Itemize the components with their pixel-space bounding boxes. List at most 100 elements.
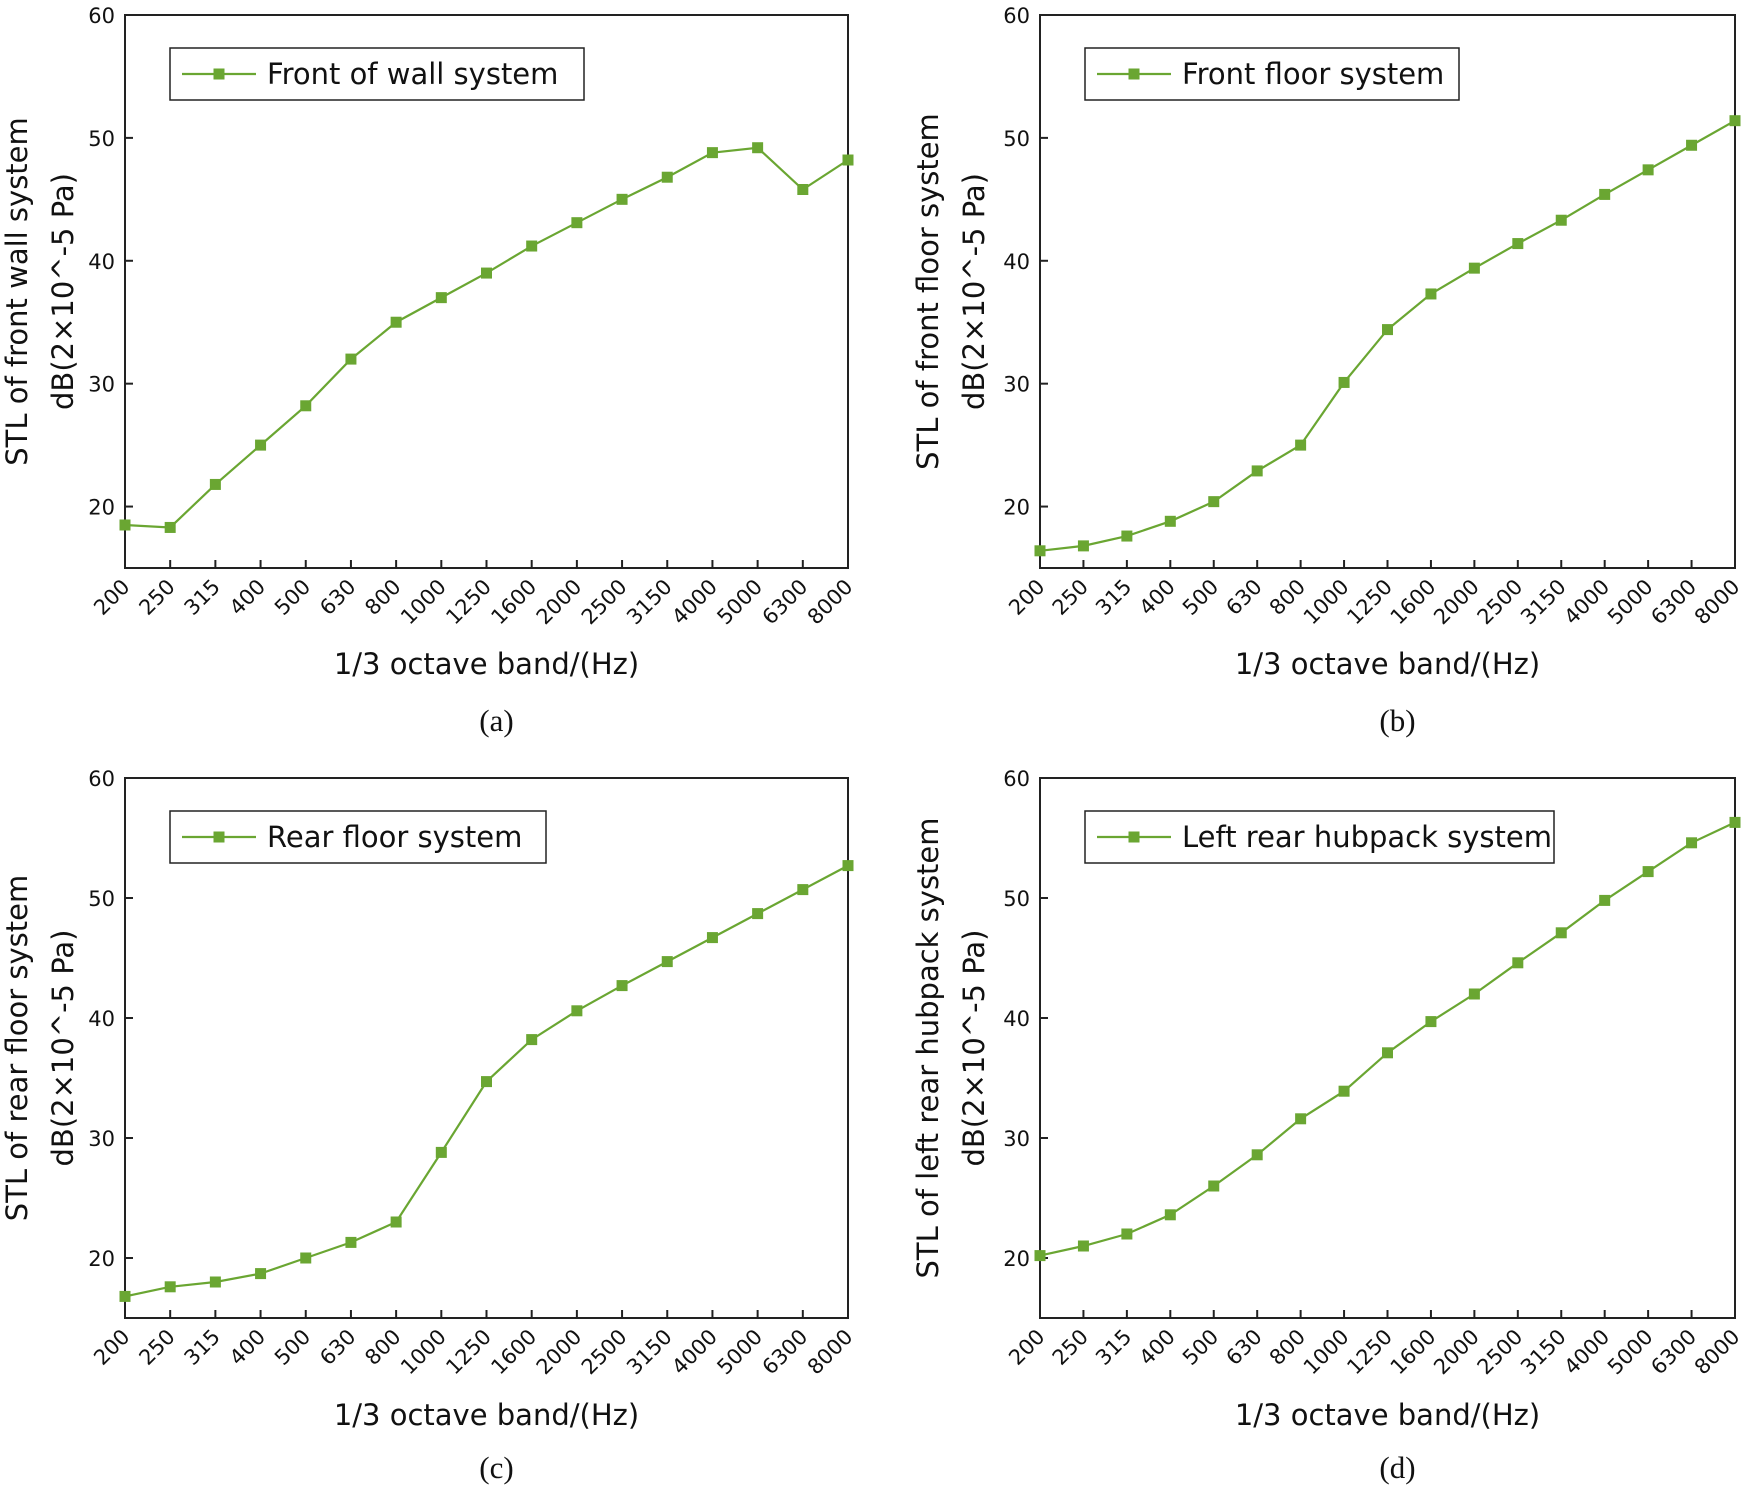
data-point	[1599, 188, 1611, 200]
data-point	[1425, 288, 1437, 300]
data-point	[1034, 1250, 1046, 1262]
data-point	[842, 860, 854, 872]
chart-panel-b: 2030405060200250315400500630800100012501…	[911, 4, 1745, 738]
data-point	[1338, 1085, 1350, 1097]
data-point	[1468, 988, 1480, 1000]
legend-marker	[213, 68, 225, 80]
x-tick-label: 4000	[1559, 575, 1614, 630]
x-tick-label: 4000	[1559, 1325, 1614, 1380]
data-point	[300, 400, 312, 412]
data-point	[571, 217, 583, 229]
data-point	[797, 184, 809, 196]
x-tick-label: 500	[270, 575, 315, 620]
data-point	[164, 521, 176, 533]
data-point	[119, 1290, 131, 1302]
x-tick-label: 1250	[1342, 575, 1397, 630]
panel-label: (c)	[479, 1450, 513, 1485]
panel-label: (b)	[1379, 703, 1415, 738]
data-point	[435, 292, 447, 304]
x-tick-label: 6300	[1646, 1325, 1701, 1380]
x-tick-label: 4000	[667, 575, 722, 630]
x-tick-label: 2000	[532, 1325, 587, 1380]
x-tick-label: 8000	[803, 575, 858, 630]
data-point	[1599, 894, 1611, 906]
panel-label: (d)	[1379, 1450, 1415, 1485]
data-point	[706, 147, 718, 159]
data-point	[255, 1268, 267, 1280]
data-point	[1251, 465, 1263, 477]
data-point	[481, 267, 492, 279]
data-point	[752, 908, 764, 920]
x-tick-label: 1000	[1299, 1325, 1354, 1380]
x-tick-label: 1000	[396, 575, 451, 630]
data-point	[1338, 376, 1350, 388]
y-axis-unit: dB(2×10^-5 Pa)	[957, 930, 991, 1167]
x-tick-label: 3150	[1516, 575, 1571, 630]
data-point	[1686, 837, 1698, 849]
y-tick-label: 20	[1003, 496, 1030, 520]
y-tick-label: 50	[88, 887, 115, 911]
x-tick-label: 400	[225, 1325, 270, 1370]
y-axis-title: STL of front floor system	[911, 113, 945, 470]
x-tick-label: 1250	[441, 1325, 496, 1380]
data-point	[1642, 164, 1654, 176]
y-axis-unit: dB(2×10^-5 Pa)	[957, 173, 991, 410]
x-tick-label: 630	[1221, 1325, 1266, 1370]
x-tick-label: 5000	[1603, 575, 1658, 630]
x-tick-label: 1600	[1386, 1325, 1441, 1380]
x-tick-label: 2000	[532, 575, 587, 630]
x-tick-label: 400	[1135, 1325, 1180, 1370]
data-point	[390, 1216, 402, 1228]
x-tick-label: 5000	[712, 575, 767, 630]
data-point	[1295, 1113, 1307, 1125]
x-tick-label: 630	[315, 1325, 360, 1370]
x-tick-label: 5000	[712, 1325, 767, 1380]
x-tick-label: 6300	[1646, 575, 1701, 630]
y-tick-label: 60	[88, 4, 115, 28]
x-axis-title: 1/3 octave band/(Hz)	[334, 1398, 639, 1432]
legend-marker	[1128, 831, 1140, 843]
y-tick-label: 60	[1003, 4, 1030, 28]
y-tick-label: 30	[1003, 373, 1030, 397]
x-tick-label: 630	[1221, 575, 1266, 620]
y-tick-label: 20	[1003, 1247, 1030, 1271]
data-point	[435, 1146, 447, 1158]
data-point	[661, 956, 673, 968]
x-tick-label: 8000	[1690, 1325, 1745, 1380]
x-tick-label: 6300	[758, 575, 813, 630]
x-tick-label: 2500	[577, 1325, 632, 1380]
data-point	[1121, 1228, 1133, 1240]
x-tick-label: 315	[180, 575, 225, 620]
data-point	[1382, 1047, 1393, 1059]
y-tick-label: 30	[88, 1127, 115, 1151]
data-point	[1251, 1149, 1263, 1161]
y-axis-title: STL of front wall system	[0, 117, 34, 466]
data-point	[1077, 1240, 1089, 1252]
legend-marker	[213, 831, 225, 843]
data-point	[1729, 115, 1741, 127]
series-line	[1039, 821, 1736, 1257]
y-tick-label: 40	[1003, 1007, 1030, 1031]
legend-label: Front of wall system	[267, 57, 558, 91]
x-tick-label: 1000	[1299, 575, 1354, 630]
data-point	[1208, 1180, 1220, 1192]
data-point	[119, 519, 131, 531]
x-tick-label: 2000	[1429, 1325, 1484, 1380]
x-tick-label: 1000	[396, 1325, 451, 1380]
data-point	[797, 884, 809, 896]
chart-panel-d: 2030405060200250315400500630800100012501…	[911, 767, 1745, 1485]
legend: Front of wall system	[169, 47, 585, 101]
data-point	[255, 439, 267, 451]
data-point	[390, 316, 402, 328]
y-tick-label: 20	[88, 1247, 115, 1271]
data-point	[481, 1076, 492, 1088]
series-line	[124, 146, 849, 529]
x-tick-label: 2500	[1473, 1325, 1528, 1380]
y-tick-label: 30	[1003, 1127, 1030, 1151]
y-axis-unit: dB(2×10^-5 Pa)	[46, 173, 80, 410]
x-tick-label: 200	[1004, 575, 1049, 620]
data-point	[616, 980, 628, 992]
